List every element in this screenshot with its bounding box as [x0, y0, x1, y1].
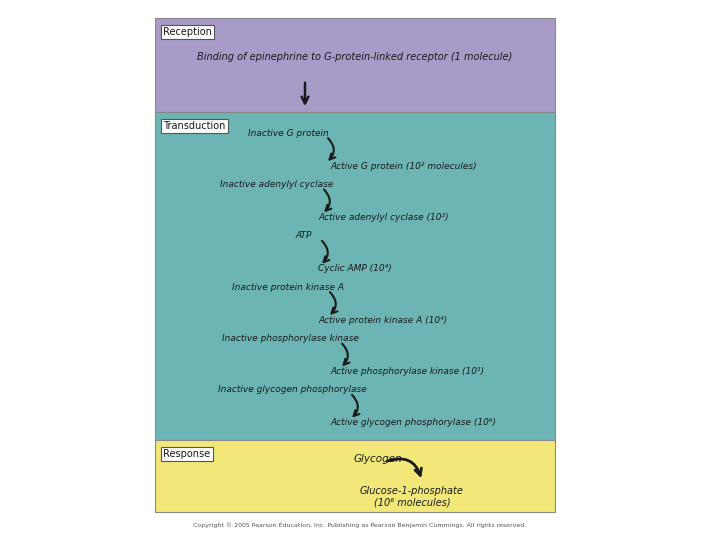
- Text: Active phosphorylase kinase (10⁵): Active phosphorylase kinase (10⁵): [330, 367, 484, 376]
- Text: Inactive glycogen phosphorylase: Inactive glycogen phosphorylase: [218, 386, 366, 394]
- Text: Transduction: Transduction: [163, 121, 225, 131]
- Text: Glucose-1-phosphate
(10⁶ molecules): Glucose-1-phosphate (10⁶ molecules): [360, 486, 464, 508]
- Text: Active glycogen phosphorylase (10⁶): Active glycogen phosphorylase (10⁶): [330, 418, 496, 427]
- Text: Copyright © 2005 Pearson Education, Inc. Publishing as Pearson Benjamin Cummings: Copyright © 2005 Pearson Education, Inc.…: [194, 522, 526, 528]
- Text: Inactive phosphorylase kinase: Inactive phosphorylase kinase: [222, 334, 359, 343]
- Text: ATP: ATP: [295, 232, 311, 240]
- Text: Binding of epinephrine to G-protein-linked receptor (1 molecule): Binding of epinephrine to G-protein-link…: [197, 52, 513, 62]
- Text: Glycogen: Glycogen: [354, 454, 402, 464]
- Text: Active protein kinase A (10⁴): Active protein kinase A (10⁴): [318, 315, 447, 325]
- Bar: [155, 440, 555, 512]
- Text: Response: Response: [163, 449, 210, 459]
- Text: Inactive adenylyl cyclase: Inactive adenylyl cyclase: [220, 180, 333, 189]
- Text: Inactive G protein: Inactive G protein: [248, 129, 329, 138]
- Text: Cyclic AMP (10⁴): Cyclic AMP (10⁴): [318, 264, 392, 273]
- Bar: [155, 18, 555, 112]
- Text: Reception: Reception: [163, 27, 212, 37]
- Bar: [155, 112, 555, 440]
- Text: Active adenylyl cyclase (10²): Active adenylyl cyclase (10²): [318, 213, 449, 222]
- Text: Inactive protein kinase A: Inactive protein kinase A: [232, 283, 344, 292]
- Text: Active G protein (10² molecules): Active G protein (10² molecules): [330, 161, 477, 171]
